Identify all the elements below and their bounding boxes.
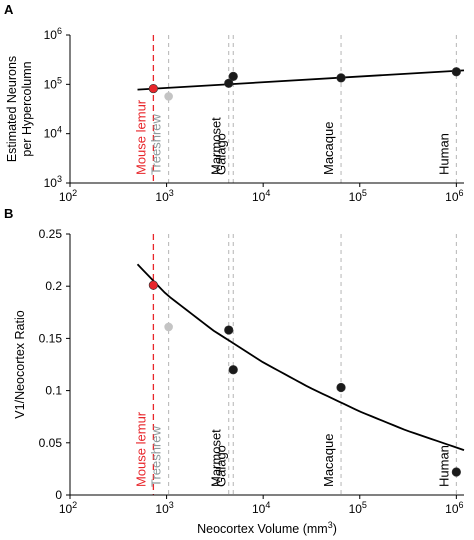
panel-a-data-point-1 [148,83,158,94]
panel-a-data-point-4 [228,71,238,81]
species-label-mouse-lemur: Mouse lemur [133,99,148,175]
panel-a-y-tick-label: 106 [44,26,62,42]
panel-a-y-tick-label: 103 [44,174,62,190]
panel-a-x-tick-label: 103 [155,188,173,204]
species-label-marmoset: Marmoset [209,429,224,487]
panel-a-data-point-6 [451,67,461,77]
panel-b-data-point-3 [224,325,234,335]
species-label-human: Human [436,133,451,175]
panel-b-y-tick-label: 0.1 [45,384,62,398]
species-label-macaque: Macaque [321,122,336,175]
species-label-macaque: Macaque [321,434,336,487]
panel-a-y-tick-label: 104 [44,125,62,141]
panel-a-y-tick-label: 105 [44,75,62,91]
panel-b-data-point-1 [148,280,158,290]
panel-b-y-tick-label: 0.25 [39,227,63,241]
species-label-treeshrew: Treeshrew [149,425,164,487]
panel-a-data-point-2 [164,92,173,101]
panel-b-data-point-4 [228,365,238,375]
species-label-marmoset: Marmoset [209,117,224,175]
panel-a-y-axis-label: Estimated Neurons [5,56,19,162]
panel-b-data-point-2 [164,322,173,332]
panel-b-x-tick-label: 102 [59,500,77,516]
panel-b-y-tick-label: 0 [55,488,62,502]
panel-b-y-tick-label: 0.2 [45,279,62,293]
panel-a-y-axis-label: per Hypercolumn [20,61,34,156]
panel-b-x-axis-label: Neocortex Volume (mm3) [197,520,337,536]
panel-a-x-tick-label: 105 [349,188,367,204]
species-label-treeshrew: Treeshrew [149,113,164,175]
panel-b-x-tick-label: 104 [252,500,270,516]
panel-a-x-tick-label: 102 [59,188,77,204]
panel-b-x-tick-label: 106 [445,500,463,516]
panel-a-letter: A [4,2,14,17]
panel-b-y-tick-label: 0.05 [39,436,63,450]
panel-b-y-axis-label: V1/Neocortex Ratio [13,310,27,418]
panel-a-x-tick-label: 104 [252,188,270,204]
panel-b-data-point-5 [336,382,346,393]
panel-a-data-point-5 [336,73,346,83]
panel-a-x-tick-label: 106 [445,188,463,204]
species-label-galago: Galago [213,445,228,487]
panel-b-y-tick-label: 0.15 [39,331,63,345]
panel-b-fit-line [136,263,465,451]
panel-b-data-point-6 [451,467,461,477]
species-label-galago: Galago [213,133,228,175]
panel-b-letter: B [4,206,13,221]
panel-a-fit-line [137,69,465,91]
species-label-mouse-lemur: Mouse lemur [133,411,148,487]
panel-a-data-point-3 [224,78,234,88]
panel-b-x-tick-label: 103 [155,500,173,516]
panel-b-x-tick-label: 105 [349,500,367,516]
species-label-human: Human [436,445,451,487]
